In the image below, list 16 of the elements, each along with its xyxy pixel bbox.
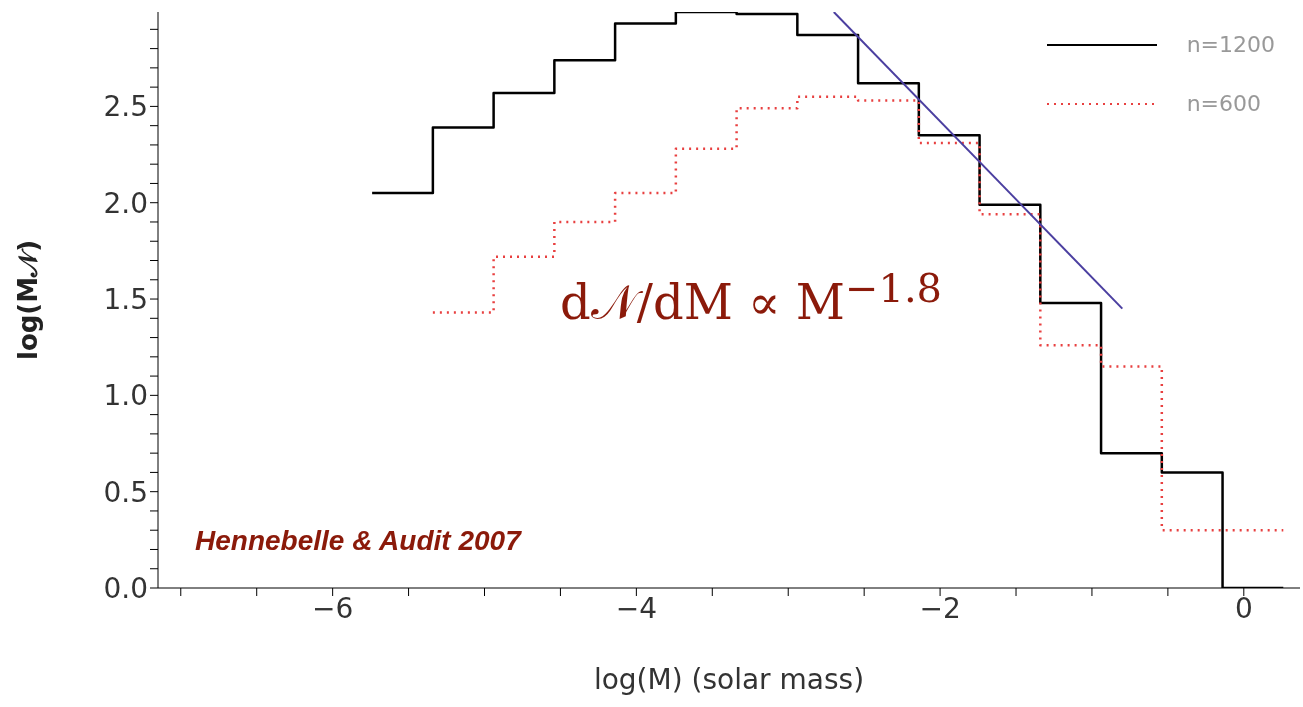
x-tick-label: 0 <box>1234 591 1253 625</box>
y-axis-title: log(M𝒩) <box>13 239 44 361</box>
x-axis-title: log(M) (solar mass) <box>593 663 865 696</box>
x-tick-label: −2 <box>919 591 961 625</box>
x-tick-label: −4 <box>615 591 658 625</box>
annotation: d𝒩/dM ∝ M$^{−1.8}$ <box>560 265 943 332</box>
x-tick-label: −6 <box>312 591 354 625</box>
y-tick-label: 1.5 <box>103 282 148 316</box>
legend-label: n=1200 <box>1186 32 1275 57</box>
y-tick-label: 0.5 <box>103 475 148 509</box>
y-tick-label: 1.0 <box>103 379 148 413</box>
y-tick-label: 0.0 <box>103 571 148 605</box>
y-tick-label: 2.5 <box>103 90 148 124</box>
y-tick-label: 2.0 <box>103 186 148 220</box>
annotation: Hennebelle & Audit 2007 <box>195 525 521 557</box>
legend-label: n=600 <box>1186 91 1261 116</box>
